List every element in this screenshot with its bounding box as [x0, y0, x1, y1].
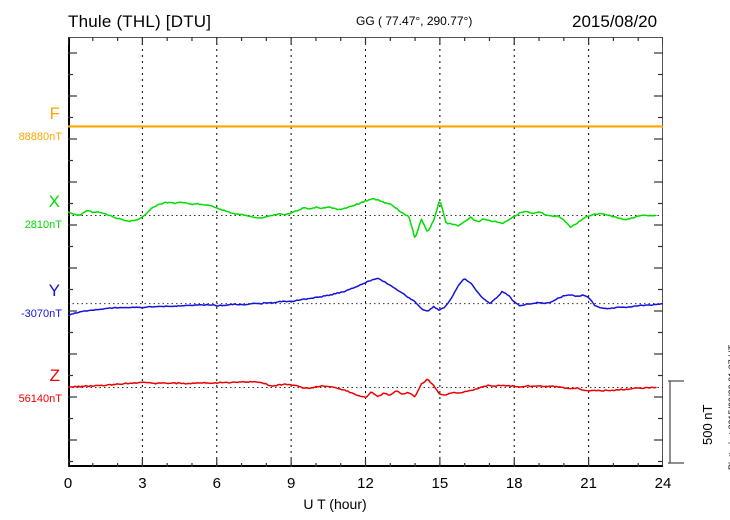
top-axis-ticks: [68, 37, 663, 45]
component-value-f: 88880nT: [18, 131, 62, 143]
left-axis-ticks: [68, 52, 77, 463]
trace-y: [68, 277, 663, 317]
data-traces: [68, 125, 663, 399]
component-baselines: [68, 125, 663, 388]
right-axis-ticks: [654, 52, 663, 463]
geographic-coordinates: GG ( 77.47°, 290.77°): [356, 14, 473, 28]
component-label-f: F: [49, 104, 60, 123]
component-value-y: -3070nT: [21, 308, 62, 320]
x-tick-label: 6: [212, 475, 221, 492]
x-tick-label: 15: [431, 475, 449, 492]
component-label-z: Z: [49, 366, 60, 385]
scale-bar-label: 500 nT: [700, 404, 715, 445]
x-tick-label: 18: [505, 475, 523, 492]
trace-z: [68, 378, 657, 399]
component-label-y: Y: [48, 281, 60, 300]
gridlines: [141, 37, 590, 467]
x-axis-title-text: U T (hour): [303, 496, 367, 512]
bottom-axis-ticks: [68, 459, 663, 467]
x-tick-label: 0: [63, 475, 73, 492]
scale-bar: [668, 380, 684, 464]
magnetogram-chart: [68, 37, 663, 467]
trace-x: [68, 197, 657, 238]
x-tick-label: 3: [138, 475, 147, 492]
x-tick-label: 21: [580, 475, 597, 492]
x-axis-title: U T (hour): [0, 496, 730, 512]
observation-date: 2015/08/20: [572, 12, 658, 31]
page-title: Thule (THL) [DTU]: [68, 12, 212, 31]
component-value-z: 56140nT: [18, 393, 62, 405]
component-value-x: 2810nT: [24, 219, 62, 231]
x-tick-label: 12: [357, 475, 374, 492]
x-tick-label: 24: [654, 475, 672, 492]
component-label-x: X: [48, 192, 60, 211]
x-tick-label: 9: [286, 475, 296, 492]
